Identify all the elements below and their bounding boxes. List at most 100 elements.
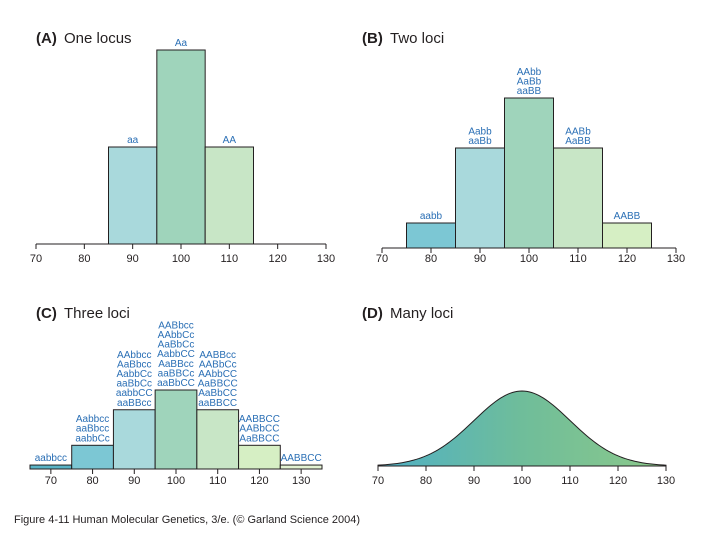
genotype-label: aaBbCc	[116, 379, 152, 390]
panel-d-ticks: 70 80 90 100 110 120 130	[372, 466, 675, 487]
x-tick-label: 90	[474, 253, 486, 265]
genotype-label: aabbCC	[116, 388, 153, 399]
x-tick-label: 90	[127, 253, 139, 265]
x-tick-label: 120	[618, 253, 636, 265]
genotype-label: AaBBCC	[198, 379, 238, 390]
panel-d-title: Many loci	[390, 305, 453, 322]
bar-90	[112, 409, 156, 470]
x-tick-label: 80	[78, 253, 90, 265]
genotype-label: AaBbCC	[198, 388, 237, 399]
genotype-label: AABb	[565, 126, 591, 137]
genotype-label: AABbCC	[239, 424, 279, 435]
x-tick-label: 120	[268, 253, 286, 265]
x-tick-label: 110	[221, 253, 239, 265]
x-tick-label: 90	[468, 475, 480, 487]
genotype-label: aabb	[420, 211, 443, 222]
genotype-label: AAbbCc	[158, 330, 195, 341]
genotype-label: AAbbCC	[198, 369, 237, 380]
x-tick-label: 70	[376, 253, 388, 265]
genotype-label: aaBBCc	[158, 368, 195, 379]
panel-a-bars: aa Aa AA	[108, 38, 255, 245]
genotype-label: AABbcc	[158, 320, 194, 331]
genotype-label: AabbCC	[157, 349, 195, 360]
x-tick-label: 100	[513, 475, 531, 487]
genotype-label: AABBcc	[199, 350, 236, 361]
genotype-label: AAbbcc	[117, 350, 151, 361]
x-tick-label: 80	[425, 253, 437, 265]
genotype-label: AabbCc	[116, 369, 152, 380]
bar-110	[204, 146, 255, 245]
x-tick-label: 130	[667, 253, 685, 265]
genotype-label: aaBbCC	[157, 378, 195, 389]
panel-b-ticks: 70 80 90 100 110 120 130	[376, 248, 685, 265]
genotype-label: Aa	[175, 38, 188, 49]
bar-130	[279, 464, 323, 470]
x-tick-label: 70	[45, 475, 57, 487]
genotype-label: AaBbcc	[117, 359, 151, 370]
genotype-label: aabbCc	[75, 433, 109, 444]
panel-c-title: Three loci	[64, 305, 130, 322]
genotype-label: Aabb	[468, 126, 492, 137]
bar-80	[406, 222, 456, 249]
figure-caption: Figure 4-11 Human Molecular Genetics, 3/…	[14, 514, 361, 526]
panel-b-title: Two loci	[390, 30, 444, 47]
bar-100	[154, 389, 198, 470]
panel-a-one-locus: (A) One locus aa Aa AA 70 80 90 100 110 120 130	[30, 30, 335, 265]
x-tick-label: 80	[420, 475, 432, 487]
panel-d-many-loci: (D) Many loci 70 80 90 100 110 120 130	[362, 305, 675, 487]
genotype-label: AaBb	[517, 76, 542, 87]
x-tick-label: 100	[520, 253, 538, 265]
panel-a-letter: (A)	[36, 30, 57, 47]
genotype-label: AAbb	[517, 67, 542, 78]
x-tick-label: 80	[86, 475, 98, 487]
bar-120	[238, 444, 281, 470]
bar-70	[29, 464, 73, 470]
x-tick-label: 70	[372, 475, 384, 487]
x-tick-label: 120	[250, 475, 268, 487]
x-tick-label: 130	[317, 253, 335, 265]
genotype-label: AaBBcc	[158, 359, 194, 370]
genotype-label: aa	[127, 135, 139, 146]
bar-100	[156, 49, 206, 245]
panel-c-letter: (C)	[36, 305, 57, 322]
genotype-label: aabbcc	[35, 453, 67, 464]
genotype-label: AaBBCC	[239, 433, 279, 444]
panel-c-ticks: 70 80 90 100 110 120 130	[45, 469, 310, 487]
genotype-label: aaBBCC	[198, 398, 237, 409]
x-tick-label: 110	[561, 475, 579, 487]
x-tick-label: 130	[657, 475, 675, 487]
genotype-label: Aabbcc	[76, 414, 109, 425]
bar-120	[602, 222, 652, 249]
genotype-label: AaBbCc	[158, 340, 195, 351]
genotype-label: AABbCc	[199, 359, 237, 370]
genotype-label: aaBb	[468, 136, 492, 147]
bar-110	[553, 147, 603, 249]
panel-d-normal-curve	[377, 390, 667, 467]
genotype-label: aaBB	[517, 86, 542, 97]
panel-a-ticks: 70 80 90 100 110 120 130	[30, 244, 335, 265]
x-tick-label: 100	[172, 253, 190, 265]
panel-d-letter: (D)	[362, 305, 383, 322]
bar-90	[455, 147, 505, 249]
x-tick-label: 130	[292, 475, 310, 487]
bar-90	[108, 146, 158, 245]
panel-c-bars: aabbccAabbccaaBbccaabbCcAAbbccAaBbccAabb…	[29, 320, 323, 470]
x-tick-label: 90	[128, 475, 140, 487]
bar-110	[196, 409, 240, 470]
genotype-label: aaBbcc	[76, 424, 109, 435]
x-tick-label: 100	[167, 475, 185, 487]
panel-a-title: One locus	[64, 30, 132, 47]
x-tick-label: 70	[30, 253, 42, 265]
bar-80	[71, 444, 114, 470]
genotype-label: AA	[223, 135, 237, 146]
genotype-label: aaBBcc	[117, 398, 151, 409]
panel-b-letter: (B)	[362, 30, 383, 47]
x-tick-label: 110	[569, 253, 587, 265]
genotype-label: AABBCC	[281, 453, 322, 464]
genotype-label: AaBB	[565, 136, 591, 147]
genotype-label: AABBCC	[239, 414, 280, 425]
